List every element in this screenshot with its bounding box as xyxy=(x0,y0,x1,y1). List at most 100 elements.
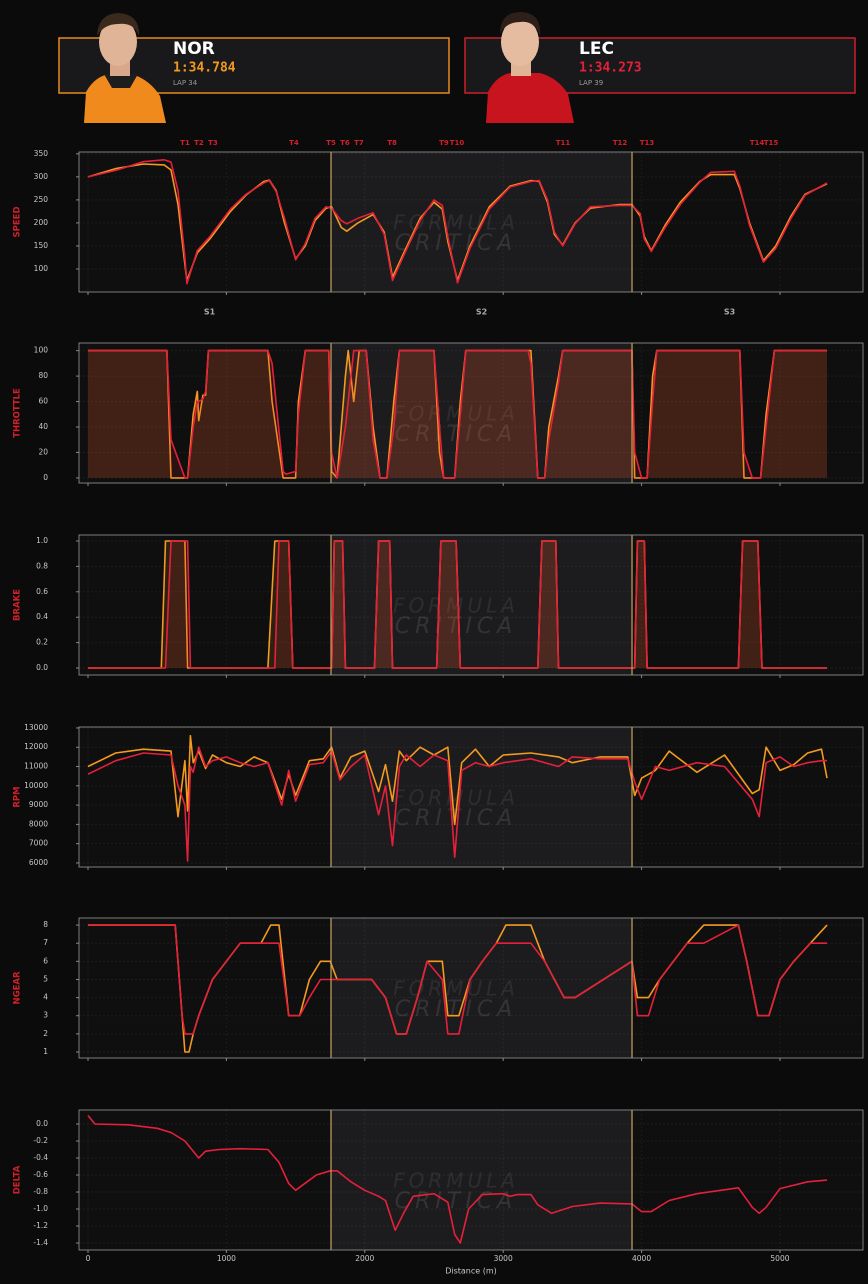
plot-border xyxy=(78,151,864,293)
corner-label: T11 xyxy=(556,139,571,147)
y-tick-label: 2 xyxy=(43,1029,48,1038)
watermark: CRITICA xyxy=(395,1189,517,1214)
watermark: CRITICA xyxy=(395,231,517,256)
y-tick-label: 0.2 xyxy=(36,638,48,647)
y-axis-label: BRAKE xyxy=(13,589,23,621)
y-tick-label: 10000 xyxy=(24,781,48,790)
corner-label: T3 xyxy=(208,139,218,147)
y-axis-label: SPEED xyxy=(13,206,23,237)
driver-photo xyxy=(486,12,574,123)
x-tick-label: 5000 xyxy=(770,1254,789,1263)
trace-line xyxy=(88,924,827,1035)
trace-line xyxy=(88,540,827,669)
y-tick-label: 13000 xyxy=(24,723,48,732)
sector-label: S1 xyxy=(204,308,216,317)
y-tick-label: -1.0 xyxy=(33,1204,48,1213)
y-tick-label: 7 xyxy=(43,938,48,947)
watermark: FORMULA xyxy=(393,402,519,426)
corner-label: T12 xyxy=(613,139,628,147)
y-tick-label: -0.4 xyxy=(33,1153,48,1162)
y-tick-label: 300 xyxy=(34,172,49,181)
y-tick-label: 0.0 xyxy=(36,663,48,672)
corner-label: T14 xyxy=(750,139,765,147)
trace-line xyxy=(87,1114,828,1244)
y-tick-label: -0.6 xyxy=(33,1170,48,1179)
corner-label: T7 xyxy=(354,139,364,147)
y-tick-label: -1.2 xyxy=(33,1221,48,1230)
watermark: FORMULA xyxy=(393,977,519,1001)
y-tick-label: 1.0 xyxy=(36,536,48,545)
watermark: CRITICA xyxy=(395,614,517,639)
y-tick-label: -1.4 xyxy=(33,1238,48,1247)
lap-number: LAP 34 xyxy=(173,79,198,87)
plot-border xyxy=(78,534,864,676)
y-tick-label: 100 xyxy=(34,346,49,355)
y-tick-label: 4 xyxy=(43,993,48,1002)
trace-line xyxy=(87,163,828,282)
trace-line xyxy=(88,349,827,479)
y-axis-label: THROTTLE xyxy=(13,388,23,438)
y-axis-label: DELTA xyxy=(13,1165,23,1194)
y-tick-label: -0.8 xyxy=(33,1187,48,1196)
x-tick-label: 4000 xyxy=(632,1254,651,1263)
y-tick-label: 7000 xyxy=(29,839,48,848)
plot-border xyxy=(78,1109,864,1251)
corner-label: T4 xyxy=(289,139,299,147)
y-tick-label: 9000 xyxy=(29,800,48,809)
plot-border xyxy=(78,917,864,1059)
x-axis-label: Distance (m) xyxy=(445,1267,497,1276)
y-tick-label: 12000 xyxy=(24,742,48,751)
y-tick-label: 80 xyxy=(38,371,48,380)
y-tick-label: 0.0 xyxy=(36,1119,48,1128)
lap-number: LAP 39 xyxy=(579,79,603,87)
y-tick-label: 60 xyxy=(38,397,48,406)
y-tick-label: 20 xyxy=(38,447,48,456)
y-tick-label: 6 xyxy=(43,956,48,965)
y-tick-label: 6000 xyxy=(29,858,48,867)
y-axis-label: RPM xyxy=(13,786,23,807)
y-tick-label: 350 xyxy=(34,149,49,158)
y-tick-label: 0.4 xyxy=(36,612,48,621)
driver-code: NOR xyxy=(173,39,215,59)
watermark: FORMULA xyxy=(393,211,519,235)
driver-code: LEC xyxy=(579,39,614,59)
corner-label: T1 xyxy=(180,139,190,147)
area-fill xyxy=(88,350,827,478)
y-tick-label: 0.6 xyxy=(36,587,48,596)
driver-photo xyxy=(84,13,166,123)
corner-label: T13 xyxy=(640,139,655,147)
corner-label: T6 xyxy=(340,139,350,147)
trace-line xyxy=(87,746,827,862)
watermark: CRITICA xyxy=(395,422,517,447)
watermark: FORMULA xyxy=(393,1169,519,1193)
sector-shade xyxy=(331,918,633,1058)
trace-line xyxy=(87,159,828,285)
y-axis-label: NGEAR xyxy=(13,971,23,1004)
lap-time: 1:34.784 xyxy=(173,61,236,76)
corner-label: T9 xyxy=(439,139,449,147)
corner-label: T5 xyxy=(326,139,336,147)
sector-shade xyxy=(331,727,633,867)
y-tick-label: 200 xyxy=(34,218,49,227)
y-tick-label: 8 xyxy=(43,920,48,929)
x-tick-label: 0 xyxy=(86,1254,91,1263)
corner-label: T2 xyxy=(194,139,204,147)
sector-label: S3 xyxy=(724,308,735,317)
y-tick-label: 0.8 xyxy=(36,561,48,570)
plot-border xyxy=(78,342,864,484)
x-tick-label: 3000 xyxy=(494,1254,513,1263)
y-tick-label: 5 xyxy=(43,974,48,983)
x-tick-label: 2000 xyxy=(355,1254,374,1263)
y-tick-label: 40 xyxy=(38,422,48,431)
watermark: FORMULA xyxy=(393,786,519,810)
y-tick-label: 0 xyxy=(43,473,48,482)
plot-border xyxy=(78,726,864,868)
sector-shade xyxy=(331,1110,633,1250)
lap-time: 1:34.273 xyxy=(579,61,642,76)
sector-shade xyxy=(331,535,633,675)
y-tick-label: 1 xyxy=(43,1047,48,1056)
sector-shade xyxy=(331,343,633,483)
corner-label: T15 xyxy=(764,139,779,147)
y-tick-label: 8000 xyxy=(29,819,48,828)
